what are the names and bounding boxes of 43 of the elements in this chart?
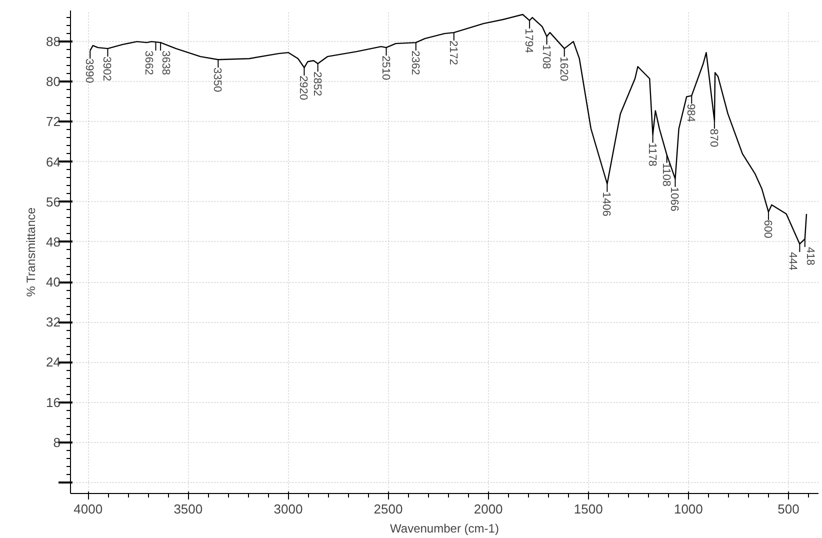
annotation: 2920	[297, 76, 310, 100]
y-tick-label: 56	[46, 194, 61, 210]
y-tick-label: 72	[46, 114, 61, 130]
annotation: 1620	[557, 56, 570, 82]
x-tick-label: 1500	[574, 502, 603, 516]
y-tick-label: 40	[46, 274, 61, 290]
annotation: 3662	[142, 50, 155, 76]
annotation: 600	[761, 220, 774, 238]
annotation: 1178	[646, 142, 658, 166]
annotation: 1406	[600, 192, 612, 216]
y-tick-label: 16	[46, 394, 61, 410]
x-axis-title: Wavenumber (cm-1)	[390, 522, 499, 536]
annotation: 1108	[660, 162, 672, 186]
y-axis-title: % Transmittance	[24, 207, 38, 297]
y-tick-label: 80	[46, 74, 61, 90]
x-tick-label: 3500	[174, 502, 203, 516]
y-tick-label: 64	[46, 154, 61, 170]
annotation: 2362	[408, 50, 421, 76]
y-tick-label: 88	[46, 34, 61, 50]
annotation: 2510	[379, 56, 392, 80]
annotation: 984	[684, 104, 697, 122]
x-tick-label: 4000	[74, 502, 103, 516]
annotation: 2172	[446, 40, 459, 66]
annotation: 418	[804, 246, 816, 266]
annotation: 3638	[160, 50, 172, 76]
x-tick-label: 3000	[274, 502, 303, 516]
annotation: 3990	[83, 58, 96, 84]
x-tick-label: 2500	[374, 502, 403, 516]
annotation: 444	[786, 252, 799, 270]
annotation: 1066	[668, 186, 680, 212]
x-tick-label: 500	[778, 502, 800, 516]
y-tick-label: 48	[46, 234, 61, 250]
annotation: 3350	[211, 68, 224, 92]
y-tick-label: 32	[46, 314, 61, 330]
y-tick-label: 24	[46, 354, 61, 370]
annotation: 3902	[100, 56, 113, 82]
annotation: 1708	[540, 44, 552, 70]
annotation: 2852	[310, 72, 323, 96]
y-tick-label: 8	[53, 434, 61, 450]
x-tick-label: 1000	[674, 502, 703, 516]
x-tick-label: 2000	[474, 502, 503, 516]
annotation: 1794	[522, 28, 535, 54]
annotation: 870	[707, 128, 720, 148]
